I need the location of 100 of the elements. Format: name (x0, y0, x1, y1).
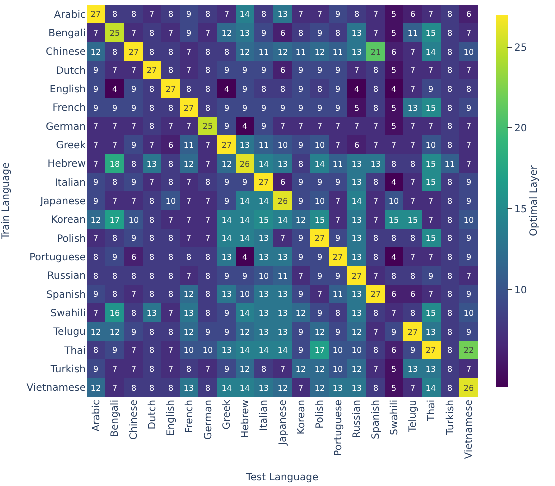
data-label: 8 (447, 140, 453, 150)
x-tick-label: Russian (352, 400, 364, 439)
data-label: 7 (205, 28, 211, 38)
data-label: 7 (168, 122, 174, 131)
data-label: 10 (332, 346, 344, 355)
data-label: 8 (447, 84, 453, 94)
data-label: 9 (298, 140, 304, 150)
x-tick-label: Telugu (408, 400, 420, 434)
data-label: 11 (258, 140, 270, 150)
data-label: 11 (278, 272, 288, 281)
data-label: 8 (447, 328, 453, 337)
data-label: 8 (466, 84, 472, 94)
data-label: 7 (466, 66, 472, 75)
data-label: 8 (447, 10, 453, 19)
data-label: 27 (426, 346, 436, 355)
data-label: 7 (112, 196, 118, 206)
y-tick-label: Turkish (50, 364, 86, 376)
data-label: 9 (224, 66, 230, 75)
data-label: 8 (112, 234, 118, 243)
data-label: 12 (240, 328, 250, 337)
data-label: 6 (280, 66, 286, 75)
data-label: 8 (261, 84, 267, 94)
data-label: 7 (112, 140, 118, 150)
data-label: 12 (90, 328, 102, 337)
data-label: 8 (447, 346, 453, 355)
data-label: 8 (149, 384, 155, 393)
x-tick-label: Greek (222, 400, 233, 430)
data-label: 9 (93, 84, 99, 94)
data-label: 13 (146, 160, 158, 169)
data-label: 4 (242, 252, 248, 262)
data-label: 8 (447, 178, 453, 187)
data-label: 7 (186, 216, 192, 225)
data-label: 8 (168, 252, 174, 262)
data-label: 13 (278, 308, 288, 318)
data-label: 8 (447, 66, 453, 75)
data-label: 8 (298, 28, 304, 38)
data-label: 7 (280, 234, 286, 243)
data-label: 8 (447, 104, 453, 113)
data-label: 9 (224, 308, 230, 318)
data-label: 7 (186, 234, 192, 243)
data-label: 27 (352, 272, 362, 281)
data-label: 7 (112, 122, 118, 131)
data-label: 8 (373, 66, 379, 75)
data-label: 9 (131, 104, 137, 113)
data-label: 12 (278, 384, 288, 393)
data-label: 14 (426, 384, 436, 393)
data-label: 9 (335, 84, 341, 94)
data-label: 6 (410, 290, 416, 299)
data-label: 8 (447, 384, 453, 393)
data-label: 8 (131, 160, 137, 169)
data-label: 7 (428, 10, 434, 19)
data-label: 8 (373, 252, 379, 262)
data-label: 10 (202, 346, 214, 355)
data-label: 9 (298, 66, 304, 75)
data-label: 13 (258, 308, 270, 318)
data-label: 6 (391, 290, 397, 299)
data-label: 6 (280, 28, 286, 38)
data-label: 17 (110, 216, 120, 225)
data-label: 12 (296, 364, 306, 374)
data-label: 14 (240, 234, 250, 243)
data-label: 9 (317, 272, 323, 281)
data-label: 5 (391, 10, 397, 19)
data-label: 9 (93, 178, 99, 187)
data-label: 11 (332, 48, 344, 57)
data-label: 7 (317, 122, 323, 131)
data-label: 18 (110, 160, 120, 169)
data-label: 9 (261, 28, 267, 38)
data-label: 14 (240, 308, 250, 318)
data-label: 7 (149, 140, 155, 150)
data-label: 27 (332, 252, 344, 262)
data-label: 13 (352, 234, 362, 243)
data-label: 13 (222, 290, 232, 299)
data-label: 9 (317, 252, 323, 262)
data-label: 12 (184, 290, 194, 299)
data-label: 7 (317, 290, 323, 299)
x-tick-label: Portuguese (334, 400, 345, 456)
data-label: 9 (466, 196, 472, 206)
data-label: 13 (426, 328, 436, 337)
data-label: 8 (447, 196, 453, 206)
data-label: 4 (112, 84, 118, 94)
data-label: 7 (280, 122, 286, 131)
data-label: 10 (464, 216, 474, 225)
data-label: 12 (278, 48, 288, 57)
data-label: 7 (205, 216, 211, 225)
data-label: 9 (224, 328, 230, 337)
data-label: 7 (373, 196, 379, 206)
data-label: 9 (131, 234, 137, 243)
data-label: 7 (205, 196, 211, 206)
data-label: 10 (426, 140, 436, 150)
data-label: 13 (352, 384, 362, 393)
data-label: 8 (131, 272, 137, 281)
data-label: 9 (298, 196, 304, 206)
data-label: 9 (466, 328, 472, 337)
data-label: 14 (278, 216, 288, 225)
data-label: 7 (317, 10, 323, 19)
data-label: 7 (373, 10, 379, 19)
data-label: 9 (131, 328, 137, 337)
data-label: 7 (466, 272, 472, 281)
data-label: 27 (222, 140, 232, 150)
data-label: 10 (464, 48, 474, 57)
